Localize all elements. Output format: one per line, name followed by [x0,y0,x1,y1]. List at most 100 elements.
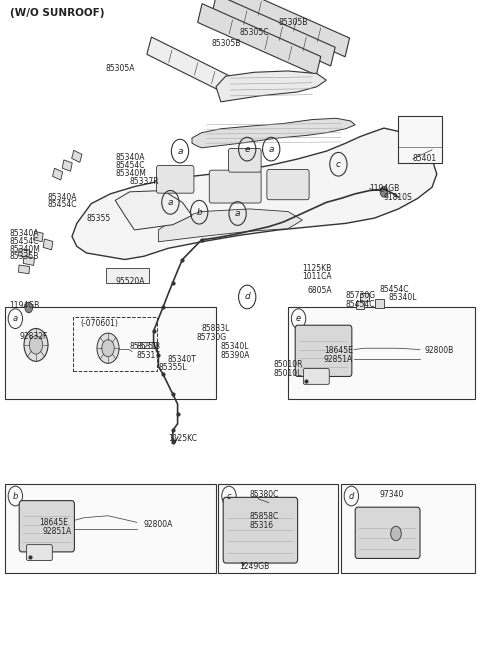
Text: 85317: 85317 [137,351,161,360]
Text: 85340M: 85340M [115,169,146,178]
Text: a: a [268,145,274,154]
FancyBboxPatch shape [26,545,52,560]
Text: 85305A: 85305A [106,64,135,74]
Text: 85340L: 85340L [389,293,417,302]
Polygon shape [212,0,335,66]
Text: 85454C: 85454C [48,200,77,210]
Text: 85325D: 85325D [130,342,159,351]
Polygon shape [147,37,237,97]
Text: 85355: 85355 [86,214,111,223]
FancyBboxPatch shape [209,170,261,203]
Bar [341,484,475,573]
FancyBboxPatch shape [223,497,298,563]
Circle shape [25,302,33,313]
Polygon shape [19,249,29,257]
Text: 85340M: 85340M [10,244,40,254]
Polygon shape [72,128,437,260]
Polygon shape [72,150,82,162]
Bar [106,268,149,283]
Polygon shape [18,265,30,274]
Text: d: d [348,491,354,501]
Text: 85340A: 85340A [48,193,77,202]
Text: 85318: 85318 [137,342,161,351]
FancyBboxPatch shape [267,170,309,200]
Polygon shape [198,4,321,75]
Text: 85380C: 85380C [250,489,279,499]
Text: 85454C: 85454C [115,161,144,170]
Text: 85010L: 85010L [274,369,302,378]
Text: b: b [196,208,202,217]
Polygon shape [115,191,192,230]
Bar [5,484,216,573]
Text: 1125KB: 1125KB [302,263,332,273]
Text: 85401: 85401 [413,154,437,164]
Bar [73,317,157,371]
Text: 85010R: 85010R [274,360,303,369]
Text: 85858C: 85858C [250,512,279,521]
Text: c: c [227,491,231,501]
Text: 97340: 97340 [379,489,404,499]
Text: 1194GB: 1194GB [10,301,40,310]
Text: 1125KC: 1125KC [168,434,197,443]
Text: 18645E: 18645E [324,346,353,355]
FancyBboxPatch shape [228,148,261,172]
Text: 92851A: 92851A [42,527,72,536]
Text: 85730G: 85730G [197,332,227,342]
Text: (W/O SUNROOF): (W/O SUNROOF) [10,8,104,18]
Text: c: c [336,160,341,169]
Text: 85390A: 85390A [221,351,250,360]
Circle shape [380,187,388,197]
Circle shape [102,340,114,357]
Circle shape [29,336,43,354]
Text: 6805A: 6805A [307,286,332,295]
Polygon shape [52,168,63,180]
Polygon shape [227,0,349,57]
Text: d: d [244,292,250,302]
Text: 85454C: 85454C [346,300,375,309]
Text: 1011CA: 1011CA [302,272,332,281]
Text: 85316: 85316 [250,521,274,530]
Circle shape [97,333,119,363]
Polygon shape [34,231,43,242]
Text: a: a [168,198,173,207]
FancyBboxPatch shape [295,325,352,376]
Text: 95520A: 95520A [115,277,144,286]
Text: 1249GB: 1249GB [239,562,269,572]
Text: 85335B: 85335B [10,252,39,261]
Text: 18645E: 18645E [39,518,68,527]
Bar [218,484,338,573]
Text: e: e [244,145,250,154]
Text: 92800B: 92800B [425,346,454,355]
Text: 85833L: 85833L [202,324,230,333]
Polygon shape [158,209,302,242]
Polygon shape [43,239,53,250]
Text: 85355L: 85355L [158,363,187,373]
Text: 85305B: 85305B [211,39,240,48]
Text: a: a [177,147,183,156]
Text: a: a [235,209,240,218]
Circle shape [24,328,48,361]
Text: e: e [296,314,301,323]
Text: (-070601): (-070601) [81,319,119,328]
Text: 85305C: 85305C [240,28,269,37]
Text: 85340A: 85340A [115,153,144,162]
Bar [398,116,442,163]
Text: 85337R: 85337R [130,177,159,186]
Text: a: a [13,314,18,323]
Polygon shape [23,256,35,265]
Text: 1194GB: 1194GB [370,184,400,193]
Text: 85730G: 85730G [346,291,376,300]
Polygon shape [216,71,326,102]
Text: 85305B: 85305B [278,18,308,28]
FancyBboxPatch shape [355,507,420,558]
Text: 92851A: 92851A [324,355,353,364]
Polygon shape [192,118,355,148]
Text: 85454C: 85454C [379,284,408,294]
Text: 91810S: 91810S [384,193,413,202]
FancyBboxPatch shape [19,501,74,552]
Text: 92800A: 92800A [144,520,173,529]
Text: b: b [12,491,18,501]
Bar [288,307,475,399]
Text: 85340T: 85340T [168,355,197,364]
Polygon shape [356,301,364,309]
